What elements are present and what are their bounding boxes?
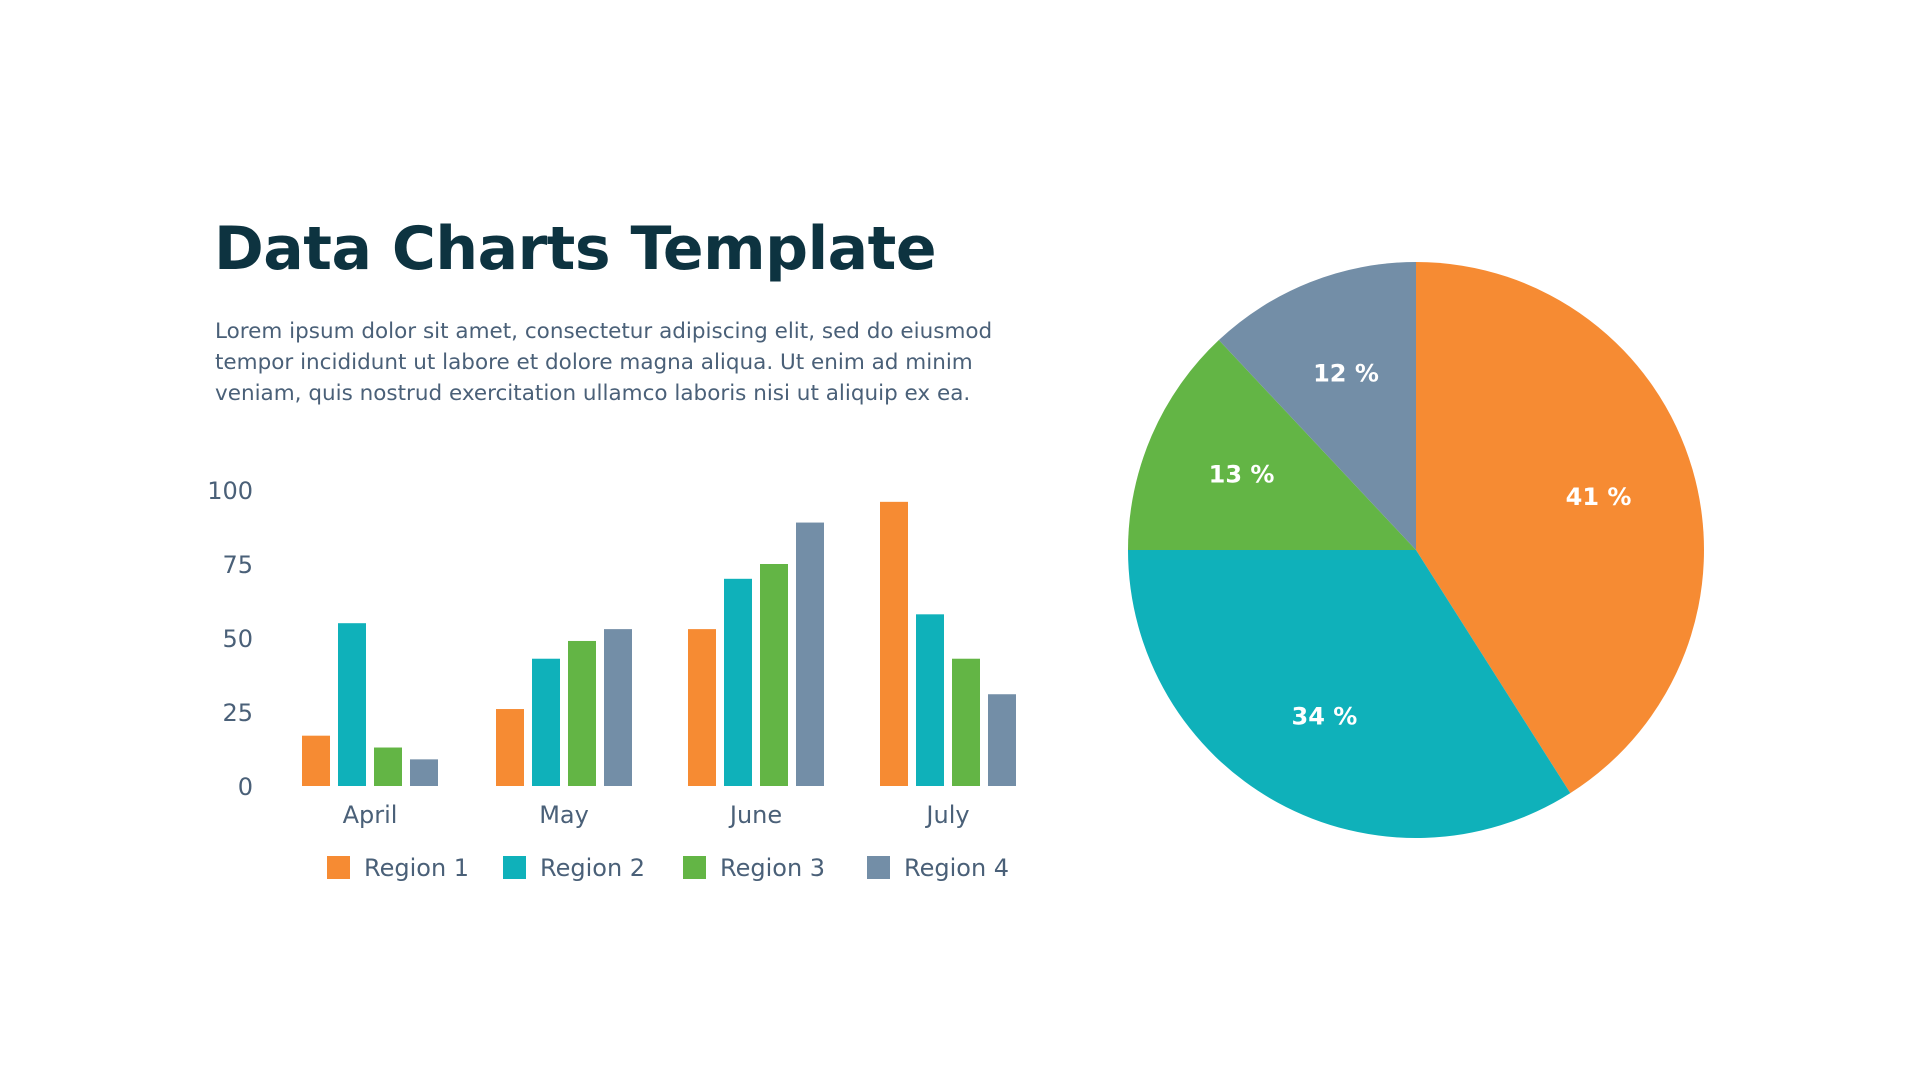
y-tick-label: 50 xyxy=(222,625,253,653)
bar-region-2-june xyxy=(724,578,752,786)
page-title: Data Charts Template xyxy=(214,214,937,284)
bar-region-3-april xyxy=(374,747,402,786)
legend-label: Region 2 xyxy=(540,854,645,882)
description: Lorem ipsum dolor sit amet, consectetur … xyxy=(215,319,993,406)
pie-label: 34 % xyxy=(1292,703,1358,731)
bar-region-4-april xyxy=(410,759,438,786)
legend-swatch xyxy=(867,856,890,879)
bar-region-4-june xyxy=(796,522,824,786)
bar-region-1-april xyxy=(302,735,330,786)
pie-slice xyxy=(1218,262,1416,550)
x-tick-label: May xyxy=(539,801,589,829)
x-tick-label: June xyxy=(728,801,782,829)
bar-region-4-july xyxy=(988,694,1016,786)
legend-swatch xyxy=(503,856,526,879)
pie-label: 12 % xyxy=(1313,359,1379,387)
bar-region-3-july xyxy=(952,658,980,786)
pie-slice xyxy=(1128,550,1571,839)
legend-label: Region 4 xyxy=(904,854,1009,882)
y-tick-label: 25 xyxy=(222,699,253,727)
bar-region-2-may xyxy=(532,658,560,786)
bar-region-3-june xyxy=(760,564,788,786)
pie-slice xyxy=(1416,262,1705,794)
y-tick-label: 0 xyxy=(238,773,253,801)
bar-region-2-july xyxy=(916,614,944,786)
legend-swatch xyxy=(683,856,706,879)
bar-region-1-may xyxy=(496,709,524,786)
bar-region-3-may xyxy=(568,640,596,786)
bar-region-2-april xyxy=(338,623,366,786)
legend-label: Region 1 xyxy=(364,854,469,882)
y-tick-label: 75 xyxy=(222,551,253,579)
x-tick-label: April xyxy=(343,801,398,829)
pie-slice xyxy=(1128,340,1416,550)
legend-label: Region 3 xyxy=(720,854,825,882)
x-tick-label: July xyxy=(924,801,969,829)
legend-swatch xyxy=(327,856,350,879)
bar-region-4-may xyxy=(604,629,632,786)
pie-label: 13 % xyxy=(1209,461,1275,489)
y-tick-label: 100 xyxy=(207,477,253,505)
bar-region-1-july xyxy=(880,501,908,786)
pie-label: 41 % xyxy=(1566,483,1632,511)
bar-region-1-june xyxy=(688,629,716,786)
